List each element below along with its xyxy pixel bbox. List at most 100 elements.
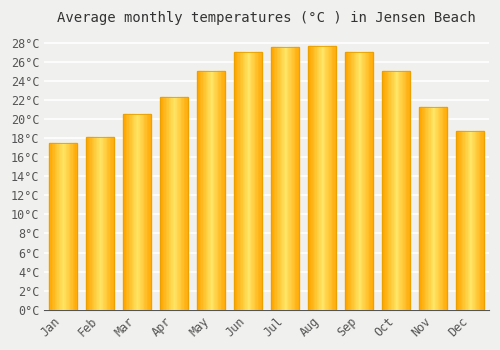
Bar xyxy=(456,132,484,310)
Bar xyxy=(308,46,336,310)
Bar xyxy=(291,47,292,310)
Bar xyxy=(255,52,256,310)
Bar xyxy=(438,107,439,310)
Bar xyxy=(290,47,291,310)
Bar xyxy=(421,107,422,310)
Bar xyxy=(436,107,438,310)
Bar xyxy=(59,143,60,310)
Bar xyxy=(132,114,133,310)
Bar xyxy=(472,132,473,310)
Bar xyxy=(123,114,124,310)
Bar xyxy=(464,132,465,310)
Bar xyxy=(480,132,482,310)
Bar xyxy=(440,107,442,310)
Bar xyxy=(420,107,447,310)
Bar xyxy=(236,52,237,310)
Bar xyxy=(96,137,97,310)
Bar xyxy=(123,114,151,310)
Bar xyxy=(111,137,112,310)
Bar xyxy=(406,71,407,310)
Bar xyxy=(49,143,77,310)
Bar xyxy=(346,52,373,310)
Bar xyxy=(207,71,208,310)
Bar xyxy=(272,47,299,310)
Bar xyxy=(326,46,328,310)
Bar xyxy=(144,114,146,310)
Bar xyxy=(473,132,474,310)
Bar xyxy=(332,46,334,310)
Bar xyxy=(220,71,221,310)
Bar xyxy=(483,132,484,310)
Bar xyxy=(478,132,480,310)
Bar xyxy=(358,52,360,310)
Bar xyxy=(133,114,134,310)
Bar xyxy=(355,52,356,310)
Bar xyxy=(142,114,144,310)
Bar xyxy=(404,71,406,310)
Bar xyxy=(462,132,464,310)
Bar xyxy=(244,52,246,310)
Bar xyxy=(172,97,174,310)
Bar xyxy=(292,47,294,310)
Bar xyxy=(308,46,310,310)
Bar xyxy=(94,137,96,310)
Bar xyxy=(468,132,469,310)
Bar xyxy=(170,97,172,310)
Bar xyxy=(224,71,225,310)
Bar xyxy=(126,114,128,310)
Bar xyxy=(102,137,103,310)
Bar xyxy=(444,107,446,310)
Bar xyxy=(178,97,180,310)
Bar xyxy=(137,114,138,310)
Bar xyxy=(176,97,177,310)
Bar xyxy=(420,107,447,310)
Bar xyxy=(128,114,130,310)
Bar xyxy=(285,47,286,310)
Bar xyxy=(103,137,104,310)
Bar xyxy=(148,114,150,310)
Bar xyxy=(274,47,276,310)
Bar xyxy=(382,71,410,310)
Bar xyxy=(90,137,92,310)
Bar xyxy=(372,52,373,310)
Bar xyxy=(442,107,443,310)
Bar xyxy=(140,114,141,310)
Bar xyxy=(52,143,54,310)
Bar xyxy=(298,47,299,310)
Bar xyxy=(197,71,198,310)
Bar xyxy=(366,52,368,310)
Bar xyxy=(62,143,63,310)
Bar xyxy=(112,137,114,310)
Bar xyxy=(394,71,395,310)
Bar xyxy=(200,71,202,310)
Bar xyxy=(160,97,188,310)
Bar xyxy=(180,97,181,310)
Bar xyxy=(311,46,312,310)
Bar xyxy=(237,52,238,310)
Bar xyxy=(346,52,373,310)
Bar xyxy=(168,97,170,310)
Bar xyxy=(476,132,478,310)
Bar xyxy=(284,47,285,310)
Bar xyxy=(350,52,351,310)
Bar xyxy=(324,46,325,310)
Bar xyxy=(160,97,162,310)
Bar xyxy=(278,47,280,310)
Bar xyxy=(197,71,225,310)
Bar xyxy=(425,107,426,310)
Bar xyxy=(106,137,107,310)
Bar xyxy=(218,71,220,310)
Bar xyxy=(181,97,182,310)
Bar xyxy=(234,52,236,310)
Bar xyxy=(66,143,67,310)
Bar xyxy=(252,52,254,310)
Bar xyxy=(203,71,204,310)
Bar xyxy=(110,137,111,310)
Bar xyxy=(320,46,321,310)
Bar xyxy=(347,52,348,310)
Bar xyxy=(310,46,311,310)
Bar xyxy=(93,137,94,310)
Bar xyxy=(68,143,70,310)
Bar xyxy=(288,47,290,310)
Bar xyxy=(222,71,224,310)
